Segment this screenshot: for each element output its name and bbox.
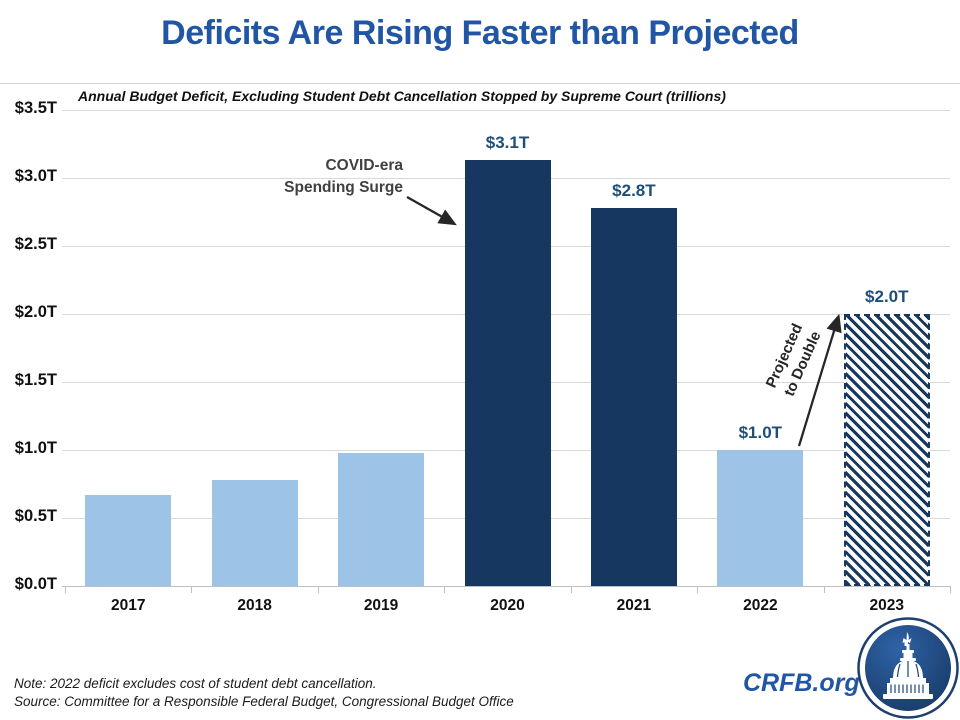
bar-2021	[590, 207, 677, 586]
gridline	[62, 585, 950, 587]
x-axis-tick	[570, 586, 572, 593]
y-axis-tick-label: $3.0T	[14, 167, 57, 185]
x-axis-tick	[444, 586, 446, 593]
x-axis-tick	[317, 586, 319, 593]
x-axis-label-2017: 2017	[110, 597, 146, 614]
x-axis-label-2018: 2018	[237, 597, 272, 614]
x-axis-tick	[823, 586, 825, 593]
y-axis-tick-label: $0.0T	[14, 575, 57, 593]
bar-2018	[211, 479, 298, 586]
capitol-dome-icon	[857, 617, 959, 719]
y-axis-tick-label: $2.0T	[14, 303, 57, 321]
y-axis-tick-label: $1.5T	[14, 371, 57, 389]
bar-2020	[464, 160, 551, 586]
page-title: Deficits Are Rising Faster than Projecte…	[161, 14, 799, 52]
x-axis-label-2021: 2021	[616, 597, 652, 614]
annotation-line: Spending Surge	[284, 179, 403, 196]
bar-value-label-2023: $2.0T	[865, 287, 909, 306]
y-axis-tick-label: $2.5T	[14, 235, 57, 253]
annotation-covid-spending-surge: COVID-era Spending Surge	[284, 155, 403, 199]
gridline	[62, 109, 950, 111]
note-text: Note: 2022 deficit excludes cost of stud…	[14, 676, 377, 691]
y-axis-tick-label: $3.5T	[14, 99, 57, 117]
bar-2019	[338, 452, 425, 586]
y-axis-tick-label: $0.5T	[14, 507, 57, 525]
bar-value-label-2020: $3.1T	[485, 133, 530, 153]
x-axis-tick	[65, 586, 66, 593]
x-axis-tick	[697, 586, 699, 593]
x-axis-tick	[950, 586, 951, 593]
x-axis-label-2019: 2019	[363, 597, 399, 614]
annotation-line: COVID-era	[325, 157, 403, 174]
source-text: Source: Committee for a Responsible Fede…	[14, 694, 514, 709]
chart-subtitle: Annual Budget Deficit, Excluding Student…	[78, 88, 726, 104]
arrow-covid	[406, 196, 457, 226]
bar-2017	[85, 494, 172, 586]
x-axis-label-2020: 2020	[490, 597, 525, 614]
x-axis-label-2022: 2022	[743, 597, 778, 614]
brand-crfb: CRFB.org	[743, 669, 860, 697]
y-axis-tick-label: $1.0T	[14, 439, 57, 457]
header-divider	[0, 83, 960, 84]
bar-2022	[717, 450, 804, 586]
x-axis-tick	[191, 586, 193, 593]
bar-value-label-2022: $1.0T	[738, 423, 783, 442]
x-axis-label-2023: 2023	[869, 597, 905, 614]
bar-2023	[843, 314, 930, 586]
bar-value-label-2021: $2.8T	[612, 180, 656, 200]
